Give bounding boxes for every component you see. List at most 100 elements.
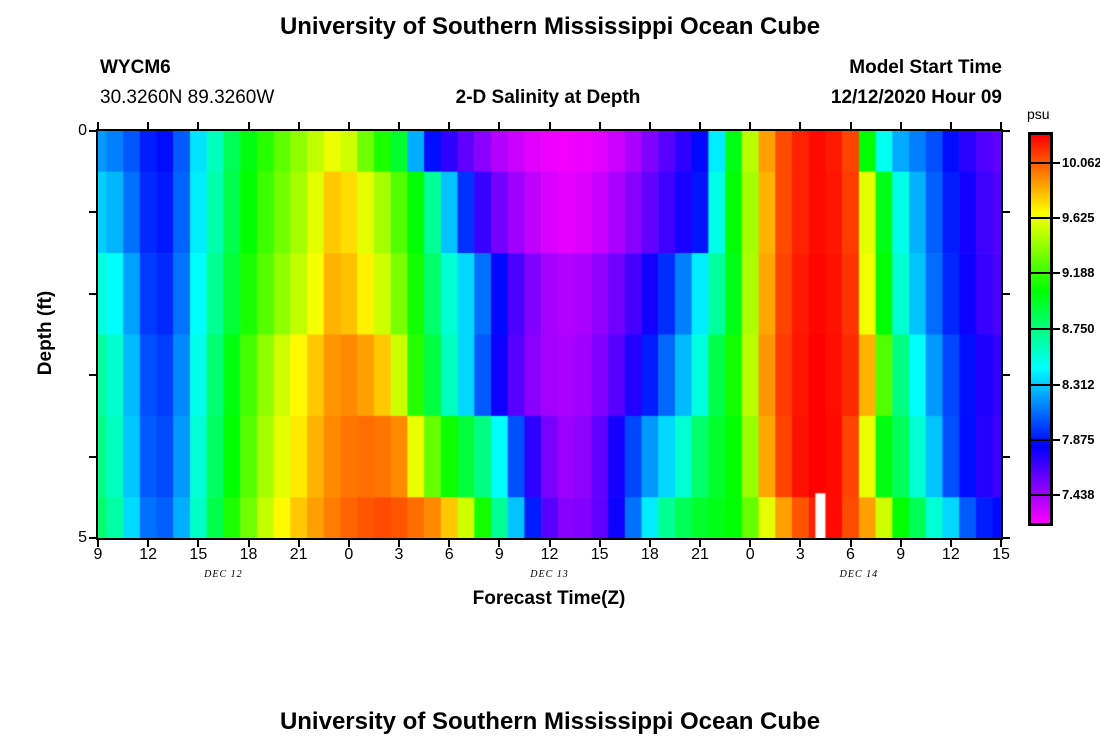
x-tick-bottom: [648, 540, 651, 547]
station-coordinates: 30.3260N 89.3260W: [100, 87, 275, 108]
colorbar-tick-line: [1031, 272, 1050, 275]
x-tick-bottom: [347, 540, 350, 547]
x-tick-label: 15: [189, 546, 208, 563]
x-tick-top: [97, 122, 99, 129]
y-tick-left: [89, 211, 96, 214]
x-tick-label: 12: [139, 546, 158, 563]
colorbar-tick-stub: [1053, 438, 1060, 441]
x-tick-bottom: [147, 540, 150, 547]
x-tick-top: [347, 122, 350, 129]
x-tick-bottom: [799, 540, 802, 547]
colorbar-tick-line: [1031, 383, 1050, 386]
x-tick-bottom: [297, 540, 300, 547]
heatmap-canvas: [98, 131, 1001, 538]
x-tick-label: 9: [93, 546, 103, 563]
x-tick-label: 15: [992, 546, 1010, 563]
x-tick-top: [247, 122, 250, 129]
x-tick-top: [1000, 122, 1002, 129]
y-tick-left: [89, 292, 96, 295]
x-tick-top: [498, 122, 501, 129]
x-tick-bottom: [398, 540, 400, 547]
y-tick-left: [89, 130, 96, 132]
x-tick-bottom: [548, 540, 551, 547]
x-tick-label: 9: [494, 546, 504, 563]
x-tick-label: 15: [590, 546, 609, 563]
x-tick-label: 6: [444, 546, 454, 563]
x-tick-label: 12: [540, 546, 559, 563]
colorbar-tick-label: 9.625: [1062, 210, 1095, 226]
colorbar-tick-line: [1031, 494, 1050, 497]
colorbar-tick-label: 8.750: [1062, 321, 1095, 336]
x-tick-label: 0: [745, 546, 755, 563]
y-tick-right: [1003, 455, 1010, 458]
colorbar-tick-stub: [1053, 383, 1060, 386]
x-tick-bottom: [247, 540, 250, 547]
colorbar-tick-label: 7.438: [1062, 487, 1095, 503]
x-tick-top: [297, 122, 300, 129]
x-tick-top: [448, 122, 451, 129]
x-tick-top: [398, 122, 400, 129]
x-tick-label: 18: [239, 546, 258, 563]
x-tick-label: 6: [846, 546, 855, 563]
x-tick-top: [548, 122, 551, 129]
x-tick-top: [699, 122, 701, 129]
x-tick-top: [799, 122, 802, 129]
x-tick-label: 3: [795, 546, 805, 563]
colorbar-unit-label: psu: [1027, 106, 1050, 122]
y-tick-left: [89, 537, 96, 539]
station-id: WYCM6: [100, 57, 171, 78]
colorbar-tick-line: [1031, 328, 1050, 330]
colorbar-tick-stub: [1053, 161, 1060, 164]
page-title: University of Southern Mississippi Ocean…: [279, 13, 821, 40]
x-tick-bottom: [598, 540, 601, 547]
x-tick-label: 3: [394, 546, 404, 563]
x-tick-top: [648, 122, 651, 129]
x-tick-bottom: [849, 540, 852, 547]
x-tick-label: 18: [640, 546, 659, 563]
colorbar-tick-line: [1031, 217, 1050, 220]
x-tick-bottom: [197, 540, 200, 547]
x-tick-bottom: [899, 540, 902, 547]
x-tick-label: 21: [289, 546, 308, 563]
colorbar-tick-stub: [1053, 328, 1060, 330]
colorbar-frame: [1028, 132, 1053, 526]
y-tick-right: [1003, 374, 1010, 377]
y-tick-left: [89, 374, 96, 377]
x-tick-label: 9: [896, 546, 906, 563]
colorbar-tick-stub: [1053, 217, 1060, 220]
x-tick-top: [598, 122, 601, 129]
date-label: DEC 12: [204, 569, 243, 580]
x-tick-bottom: [498, 540, 501, 547]
y-tick-right: [1003, 537, 1010, 539]
x-tick-top: [197, 122, 200, 129]
y-tick-label: 0: [78, 122, 87, 139]
colorbar-tick-stub: [1053, 272, 1060, 275]
x-tick-bottom: [1000, 540, 1002, 547]
x-tick-bottom: [949, 540, 952, 547]
y-tick-right: [1003, 130, 1010, 132]
x-tick-top: [899, 122, 902, 129]
x-tick-top: [749, 122, 752, 129]
y-tick-right: [1003, 292, 1010, 295]
colorbar-tick-line: [1031, 438, 1050, 441]
colorbar-tick-label: 10.062: [1062, 154, 1100, 170]
date-label: DEC 14: [839, 569, 879, 580]
x-tick-bottom: [749, 540, 752, 547]
x-tick-bottom: [97, 540, 99, 547]
x-tick-bottom: [699, 540, 701, 547]
plot-title: 2-D Salinity at Depth: [455, 87, 641, 108]
model-start-value: 12/12/2020 Hour 09: [830, 87, 1002, 108]
model-start-label: Model Start Time: [849, 57, 1002, 78]
x-tick-label: 21: [691, 546, 709, 563]
footer-title: University of Southern Mississippi Ocean…: [279, 708, 821, 735]
heatmap-plot-frame: [96, 129, 1003, 540]
x-tick-top: [849, 122, 852, 129]
y-tick-left: [89, 455, 96, 458]
x-tick-top: [147, 122, 150, 129]
x-axis-title: Forecast Time(Z): [472, 588, 626, 609]
y-tick-label: 5: [78, 529, 87, 546]
y-axis-title: Depth (ft): [35, 290, 56, 376]
y-tick-right: [1003, 211, 1010, 214]
colorbar-tick-line: [1031, 161, 1050, 164]
